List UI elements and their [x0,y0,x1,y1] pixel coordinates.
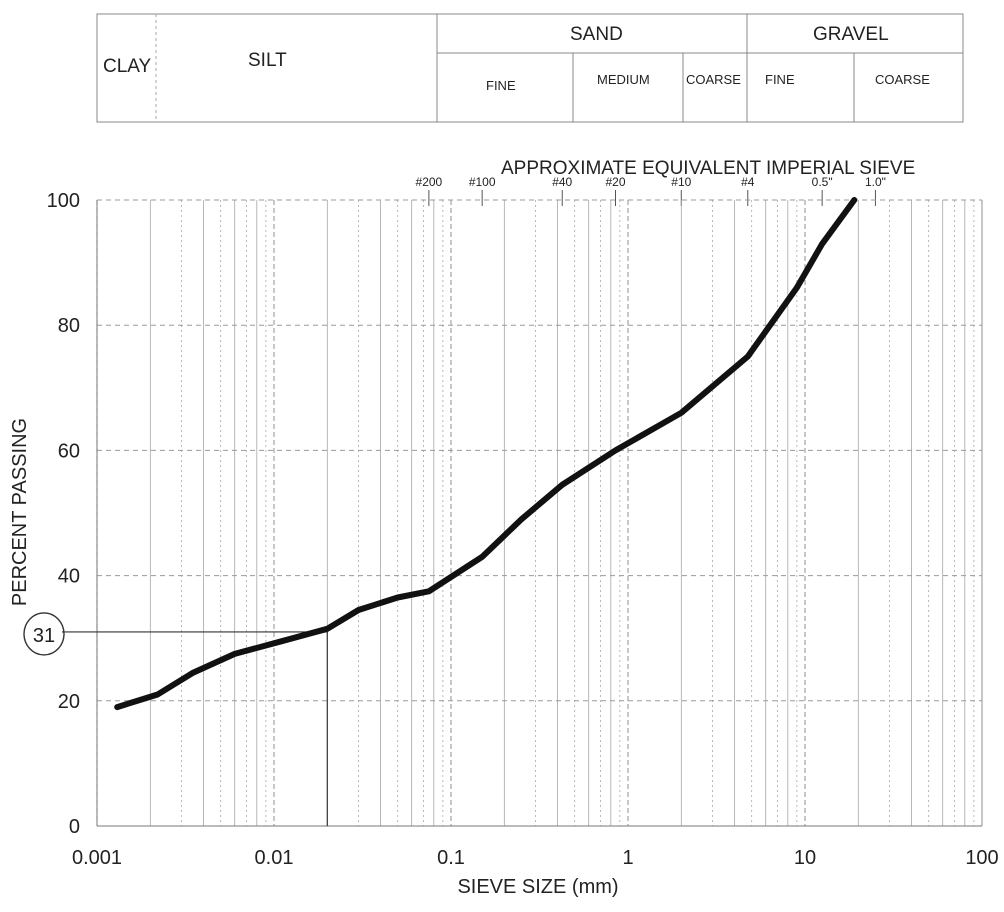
data-point [851,197,857,203]
y-tick-label: 100 [47,190,80,212]
data-point [324,626,330,632]
data-point [232,651,238,657]
data-point [395,594,401,601]
x-tick-label: 0.001 [72,847,122,869]
sieve-label: 0.5" [812,175,833,189]
data-point [819,241,825,247]
data-point [612,447,619,453]
gravel-label: GRAVEL [813,24,889,45]
axis-ticks: 0.001 0.01 0.1 1 10 100 0 20 40 60 80 100 [47,190,999,869]
gravel-coarse-label: COARSE [875,72,930,87]
annotation-label: 31 [33,625,55,647]
data-point [155,691,161,698]
gravel-fine-label: FINE [765,72,795,87]
data-point [678,410,684,416]
clay-label: CLAY [103,56,152,77]
x-tick-label: 0.01 [255,847,294,869]
data-point [278,638,284,644]
sand-fine-label: FINE [486,78,516,93]
y-tick-label: 60 [58,440,80,462]
classification-box [96,13,964,123]
annotation-group: 31 [23,612,328,826]
y-tick-label: 0 [69,816,80,838]
data-point [479,554,485,560]
chart-grid [96,199,983,827]
classification-header: CLAY SILT SAND GRAVEL FINE MEDIUM COARSE… [96,13,964,123]
sieve-label: #100 [469,175,496,189]
x-tick-label: 0.1 [437,847,465,869]
data-point [114,704,120,710]
sieve-label: #200 [416,175,443,189]
data-point [355,607,362,613]
sieve-label: 1.0" [865,175,886,189]
y-tick-label: 80 [58,315,80,337]
silt-label: SILT [248,50,287,71]
sieve-labels: #200 #100 #40 #20 #10 #4 0.5" 1.0" [416,175,886,206]
x-axis-title: SIEVE SIZE (mm) [457,876,618,898]
x-tick-label: 100 [965,847,998,869]
sieve-label: #10 [671,175,691,189]
data-point [518,516,525,522]
data-point [426,588,432,594]
sand-medium-label: MEDIUM [597,72,650,87]
sieve-label: #4 [741,175,755,189]
data-point [559,482,565,488]
y-tick-label: 40 [58,566,80,588]
sieve-label: #40 [552,175,572,189]
x-tick-label: 1 [622,847,633,869]
y-tick-label: 20 [58,691,80,713]
annotation-circle [23,612,65,656]
sand-coarse-label: COARSE [686,72,741,87]
data-point [794,285,800,291]
imperial-sieve-title: APPROXIMATE EQUIVALENT IMPERIAL SIEVE [501,158,915,179]
sieve-label: #20 [605,175,625,189]
data-point [745,353,751,360]
gradation-series [114,197,858,711]
y-axis-title: PERCENT PASSING [9,418,31,606]
data-point [190,670,196,676]
x-tick-label: 10 [794,847,816,869]
gradation-curve [114,197,858,711]
sand-label: SAND [570,24,623,45]
